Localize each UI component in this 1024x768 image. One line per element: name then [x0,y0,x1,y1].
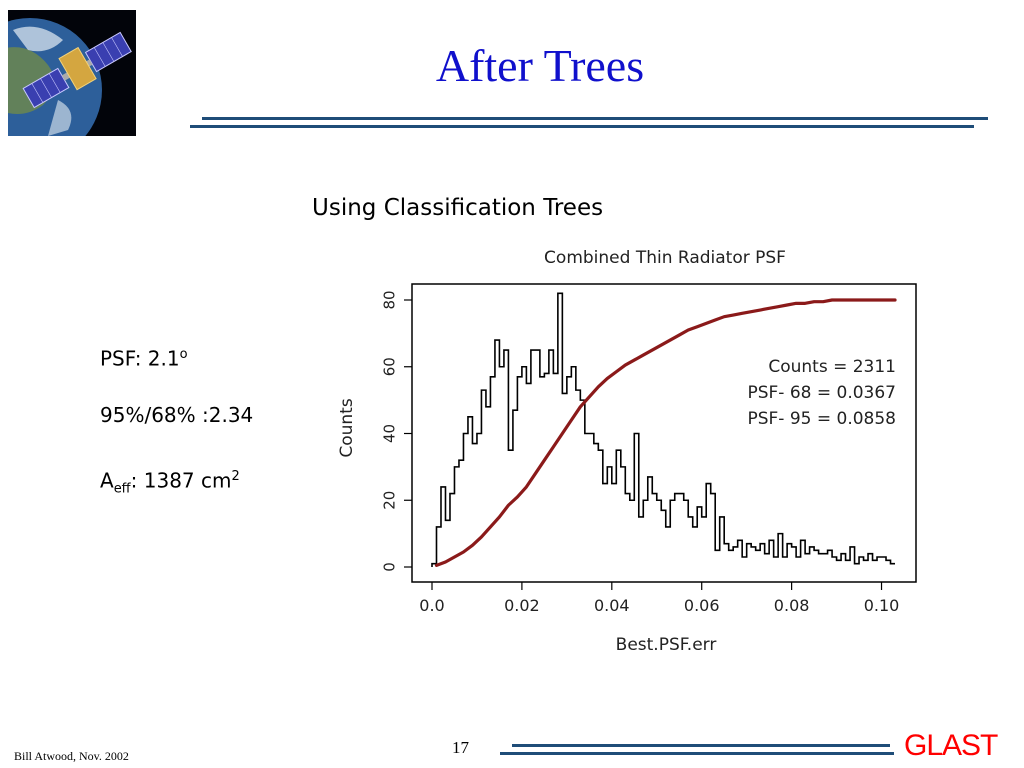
aeff-subscript: eff [113,481,131,497]
x-tick-label: 0.08 [774,596,810,615]
x-tick-label: 0.10 [864,596,900,615]
y-tick-label: 20 [381,491,399,510]
degree-sup: o [179,347,188,362]
chart-subtitle: Using Classification Trees [312,195,604,221]
title-rule-lower [190,125,974,128]
psf-stat-value: PSF: 2.1 [100,346,180,371]
chart-title: Combined Thin Radiator PSF [544,248,786,268]
footer-rule-lower [500,752,894,755]
x-axis: 0.0 0.02 0.04 0.06 0.08 0.10 [419,582,899,615]
satellite-logo-icon [8,10,136,136]
y-axis: 0 20 40 60 80 [381,290,412,572]
y-tick-label: 0 [381,562,399,572]
x-tick-label: 0.04 [594,596,630,615]
x-tick-label: 0.0 [419,596,444,615]
brand-logo-text: GLAST [904,729,998,762]
x-tick-label: 0.02 [504,596,540,615]
y-tick-label: 80 [381,290,399,309]
title-rule-upper [202,117,988,120]
aeff-symbol: A [100,468,114,493]
y-axis-label: Counts [337,398,357,457]
histogram-series [431,292,896,567]
psf-chart: Combined Thin Radiator PSF 0 20 40 60 80 0.0… [337,248,917,655]
series-layer [431,292,897,567]
ratio-stat: 95%/68% :2.34 [100,403,254,427]
y-tick-label: 40 [381,424,399,443]
stat-annotation: PSF- 95 = 0.0858 [747,409,896,429]
aeff-value: : 1387 cm [130,468,232,493]
x-axis-label: Best.PSF.err [616,635,717,655]
x-tick-label: 0.06 [684,596,720,615]
aeff-unit-sup: 2 [231,469,240,484]
psf-stat: PSF: 2.1o [100,341,188,373]
y-tick-label: 60 [381,357,399,376]
cumulative-curve-series [434,298,897,567]
plot-frame [411,283,917,583]
aeff-stat: Aeff: 1387 cm2 [100,463,240,504]
stat-annotation: PSF- 68 = 0.0367 [747,383,896,403]
footer-rule-upper [512,744,890,747]
annotation-layer: Counts = 2311 PSF- 68 = 0.0367 PSF- 95 = 0… [747,357,896,429]
page-number: 17 [452,738,469,757]
footer-author: Bill Atwood, Nov. 2002 [14,749,129,763]
stat-annotation: Counts = 2311 [768,357,896,377]
slide-title: After Trees [435,40,645,91]
